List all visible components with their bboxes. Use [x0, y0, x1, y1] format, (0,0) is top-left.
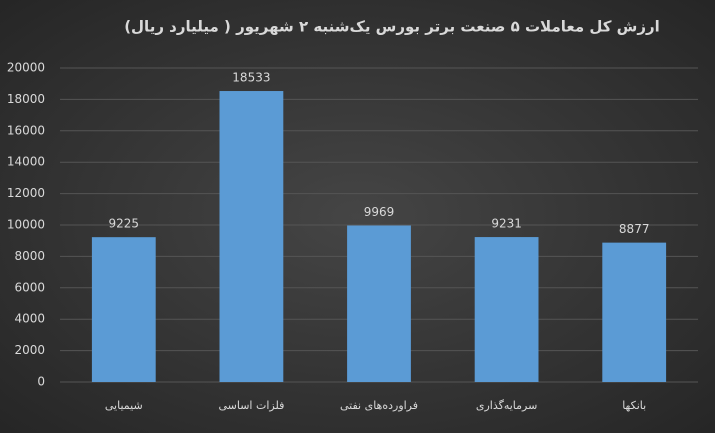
- data-label: 9969: [364, 205, 395, 219]
- x-tick-label: بانکها: [622, 399, 646, 412]
- bar: [219, 91, 284, 383]
- bar: [347, 225, 411, 382]
- x-tick-label: سرمایه‌گذاری: [476, 399, 537, 412]
- data-label: 8877: [619, 222, 650, 236]
- x-tick-label: شیمیایی: [105, 399, 143, 412]
- y-tick-label: 12000: [7, 186, 45, 200]
- y-tick-label: 14000: [7, 155, 45, 169]
- y-tick-label: 10000: [7, 218, 45, 232]
- y-tick-label: 6000: [14, 280, 45, 294]
- x-tick-label: فلزات اساسی: [218, 399, 284, 412]
- y-tick-label: 2000: [14, 343, 45, 357]
- y-tick-label: 20000: [7, 61, 45, 75]
- bar: [91, 237, 156, 382]
- bar: [602, 242, 667, 382]
- y-tick-label: 18000: [7, 92, 45, 106]
- y-tick-label: 4000: [14, 312, 45, 326]
- chart-title: ارزش کل معاملات ۵ صنعت برتر بورس یک‌شنبه…: [124, 18, 660, 36]
- y-tick-label: 8000: [14, 249, 45, 263]
- data-label: 9225: [109, 217, 140, 231]
- y-tick-label: 0: [37, 375, 45, 389]
- y-tick-label: 16000: [7, 123, 45, 137]
- bar: [474, 237, 539, 382]
- data-label: 9231: [491, 217, 522, 231]
- x-tick-label: فراورده‌های نفتی: [340, 399, 418, 412]
- data-label: 18533: [232, 71, 270, 85]
